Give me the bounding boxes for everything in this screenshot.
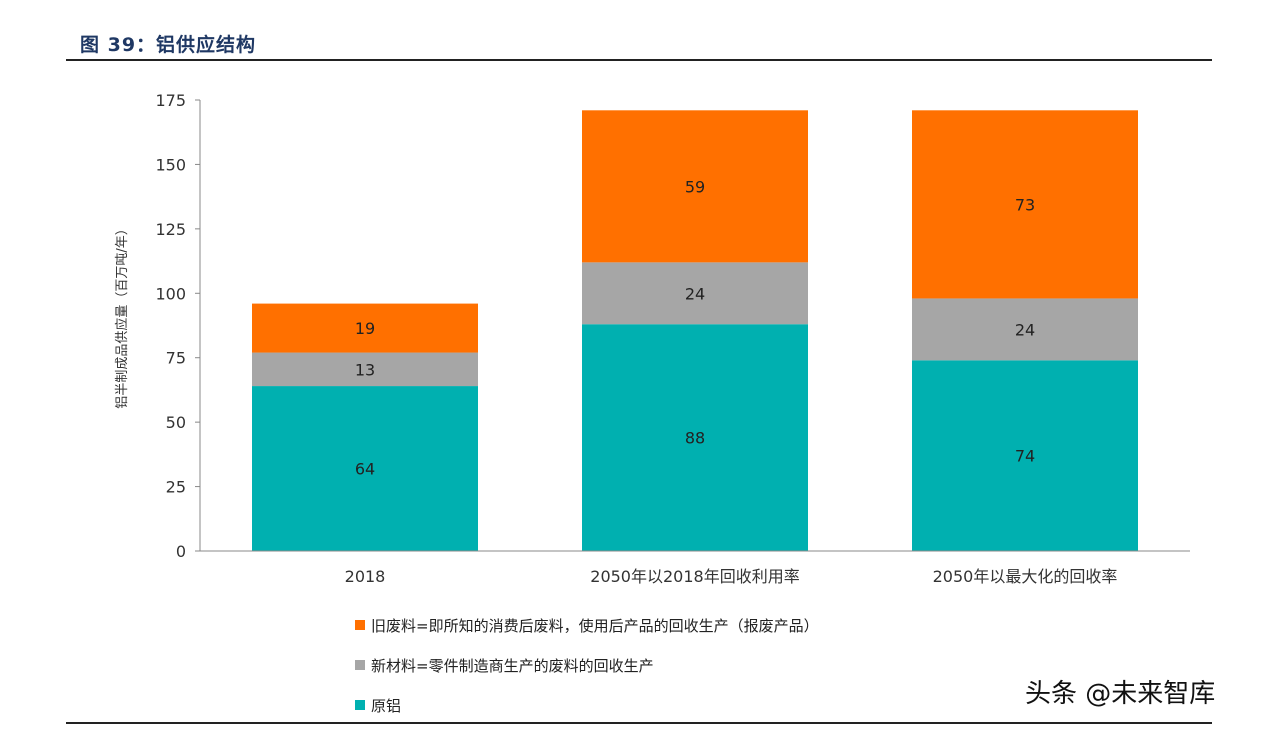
data-label: 59 [685, 177, 705, 196]
legend-label: 旧废料=即所知的消费后废料，使用后产品的回收生产（报废产品） [371, 616, 819, 635]
y-tick-label: 0 [176, 542, 186, 561]
data-label: 64 [355, 460, 375, 479]
legend-swatch [355, 660, 365, 670]
data-label: 13 [355, 360, 375, 379]
stacked-bar-chart: 0 25 50 75 100 125 150 175 64 13 19 88 24 59 74 24 73 2… [114, 91, 1190, 586]
y-tick-label: 150 [155, 155, 186, 174]
legend-swatch [355, 700, 365, 710]
bar-segment [912, 298, 1138, 361]
y-tick-label: 50 [166, 413, 186, 432]
x-axis: 2018 2050年以2018年回收利用率 2050年以最大化的回收率 [200, 550, 1190, 586]
data-label: 88 [685, 429, 705, 448]
bar-segment [582, 324, 808, 551]
bottom-rule [66, 722, 1212, 724]
y-tick-label: 175 [155, 91, 186, 110]
data-label: 19 [355, 319, 375, 338]
x-tick-label: 2050年以最大化的回收率 [933, 567, 1118, 586]
watermark: 头条 @未来智库 [1025, 679, 1216, 709]
legend-item: 原铝 [355, 694, 819, 716]
legend-label: 原铝 [371, 696, 402, 715]
figure-title: 图 39：铝供应结构 [80, 34, 257, 56]
legend-label: 新材料=零件制造商生产的废料的回收生产 [371, 656, 654, 675]
y-tick-label: 25 [166, 478, 186, 497]
data-label: 74 [1015, 447, 1035, 466]
legend-item: 新材料=零件制造商生产的废料的回收生产 [355, 654, 819, 676]
y-axis-label: 铝半制成品供应量（百万吨/年） [114, 222, 130, 408]
bar-segment [582, 110, 808, 263]
legend-swatch [355, 620, 365, 630]
y-tick-label: 75 [166, 349, 186, 368]
data-label: 24 [685, 284, 705, 303]
bar-segment [252, 352, 478, 387]
bar-segment [582, 262, 808, 325]
top-rule [66, 59, 1212, 61]
y-tick-label: 100 [155, 284, 186, 303]
bar-segment [252, 303, 478, 353]
x-tick-label: 2018 [345, 567, 386, 586]
bars: 64 13 19 88 24 59 74 24 73 [252, 110, 1138, 551]
x-tick-label: 2050年以2018年回收利用率 [590, 567, 799, 586]
bar-segment [252, 386, 478, 551]
y-axis: 0 25 50 75 100 125 150 175 [155, 91, 201, 561]
y-tick-label: 125 [155, 220, 186, 239]
bar-segment [912, 110, 1138, 299]
legend-item: 旧废料=即所知的消费后废料，使用后产品的回收生产（报废产品） [355, 614, 819, 636]
bar-segment [912, 360, 1138, 551]
data-label: 73 [1015, 195, 1035, 214]
data-label: 24 [1015, 320, 1035, 339]
legend: 旧废料=即所知的消费后废料，使用后产品的回收生产（报废产品） 新材料=零件制造商生… [355, 614, 819, 734]
